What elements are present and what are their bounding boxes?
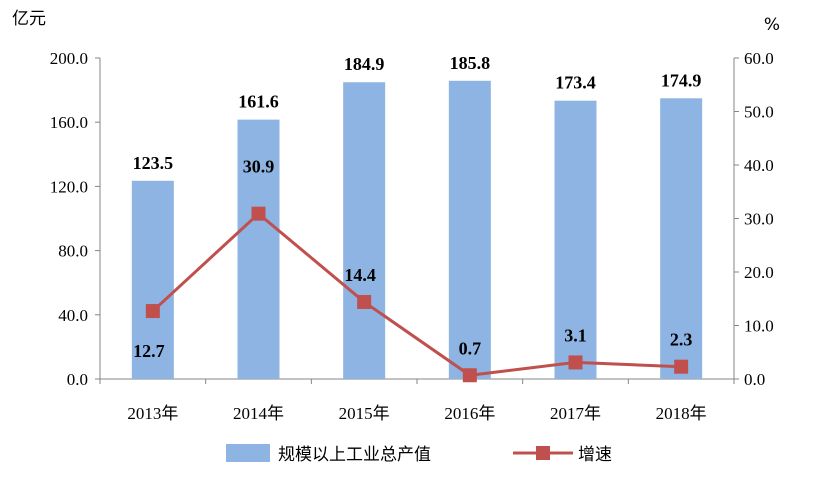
- bar-data-label: 184.9: [344, 54, 385, 74]
- y-right-tick-label: 40.0: [744, 156, 774, 175]
- growth-series-line: [151, 211, 682, 377]
- growth-data-label: 2.3: [670, 330, 693, 350]
- bar: [237, 119, 280, 379]
- x-tick-label: 2014年: [233, 404, 284, 423]
- x-tick-label: 2018年: [656, 404, 707, 423]
- bar-data-label: 174.9: [661, 70, 702, 90]
- x-tick-label: 2013年: [127, 404, 178, 423]
- y-left-tick-label: 160.0: [50, 113, 88, 132]
- bar: [131, 180, 174, 379]
- growth-point: [251, 206, 266, 221]
- bar: [554, 100, 597, 380]
- growth-point: [568, 355, 583, 370]
- bar-data-label: 173.4: [555, 73, 596, 93]
- y-left-unit: 亿元: [12, 9, 46, 29]
- y-right-tick-label: 60.0: [744, 49, 774, 68]
- y-left-tick-label: 0.0: [67, 370, 88, 389]
- bar-data-label: 161.6: [238, 92, 279, 112]
- bars: [131, 80, 703, 380]
- x-tick-label: 2017年: [550, 404, 601, 423]
- y-left-tick-label: 120.0: [50, 177, 88, 196]
- y-right-tick-label: 50.0: [744, 103, 774, 122]
- growth-data-label: 14.4: [344, 265, 376, 285]
- y-left-tick-label: 200.0: [50, 49, 88, 68]
- legend-line-label: 增速: [578, 445, 612, 465]
- legend-bar-label: 规模以上工业总产值: [278, 445, 431, 465]
- growth-data-label: 3.1: [564, 325, 587, 345]
- growth-point: [674, 359, 689, 374]
- bar: [660, 98, 703, 380]
- growth-point: [145, 304, 160, 319]
- y-right-tick-label: 10.0: [744, 317, 774, 336]
- bar-data-label: 123.5: [133, 153, 174, 173]
- growth-point: [357, 294, 372, 309]
- y-right-tick-label: 0.0: [744, 370, 765, 389]
- legend-line-marker: [536, 446, 550, 460]
- growth-line: [145, 206, 689, 383]
- axes: 0.0 40.0 80.0 120.0 160.0 200.0 0.0 10.0 20.0 30.…: [12, 9, 780, 423]
- y-left-tick-label: 40.0: [58, 306, 88, 325]
- legend-bar-swatch: [226, 444, 270, 462]
- growth-data-label: 0.7: [459, 338, 482, 358]
- growth-data-label: 12.7: [133, 341, 165, 361]
- y-right-tick-label: 20.0: [744, 263, 774, 282]
- bar-data-label: 185.8: [450, 53, 491, 73]
- y-right-tick-label: 30.0: [744, 210, 774, 229]
- bar: [448, 80, 491, 379]
- y-left-tick-label: 80.0: [58, 242, 88, 261]
- x-tick-label: 2015年: [339, 404, 390, 423]
- y-right-unit: %: [764, 15, 780, 35]
- legend: 规模以上工业总产值 增速: [226, 444, 612, 465]
- growth-point: [462, 368, 477, 383]
- bar: [343, 82, 386, 379]
- data-labels: 123.5 161.6 184.9 185.8 173.4 174.9 12.7 30.9 14…: [133, 53, 702, 361]
- growth-data-label: 30.9: [243, 157, 275, 177]
- x-tick-label: 2016年: [444, 404, 495, 423]
